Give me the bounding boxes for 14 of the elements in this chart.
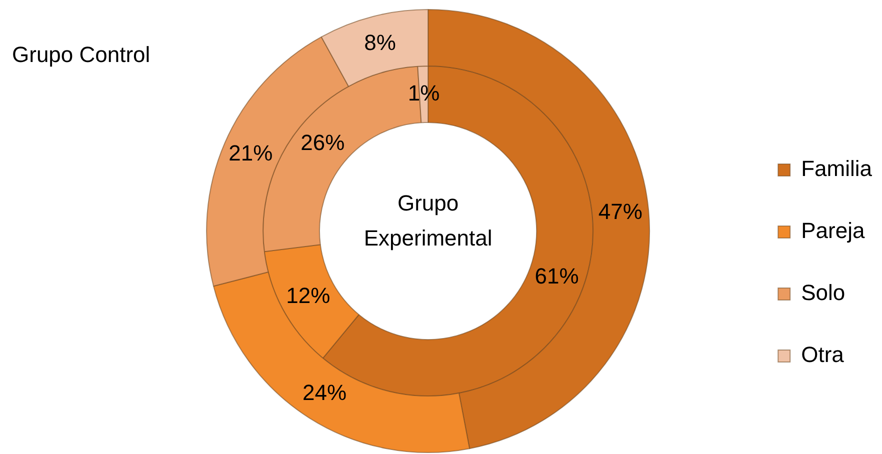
data-label: 12%: [286, 282, 330, 308]
data-label: 47%: [598, 198, 642, 224]
data-label: 61%: [534, 263, 579, 288]
legend-label: Pareja: [801, 218, 866, 244]
data-label: 8%: [364, 30, 396, 55]
legend-label: Familia: [801, 156, 873, 182]
data-label: 21%: [228, 140, 273, 166]
legend-label: Otra: [801, 342, 845, 368]
data-label: 24%: [302, 380, 347, 406]
slice-label: Grupo Control: [12, 42, 150, 68]
data-label: 1%: [408, 80, 440, 106]
data-label: 26%: [300, 130, 345, 155]
slice-label: Grupo Experimental: [364, 190, 492, 251]
legend-label: Solo: [801, 280, 846, 306]
